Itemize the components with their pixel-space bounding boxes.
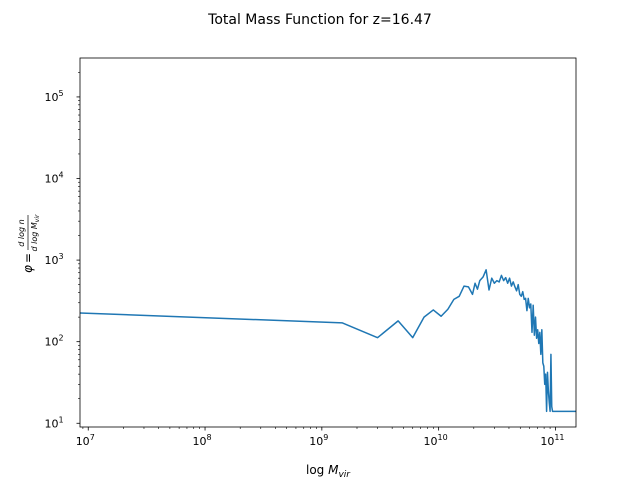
x-tick-label: 1010 [424, 433, 448, 448]
svg-text:φ: φ [21, 265, 35, 273]
series-line-0 [79, 269, 576, 413]
x-axis-label: log Mvir [306, 463, 351, 480]
data-layer [79, 269, 576, 413]
x-tick-label: 1011 [540, 433, 564, 448]
x-tick-label: 107 [76, 433, 95, 448]
svg-text:d log Mvir: d log Mvir [30, 214, 41, 251]
svg-text:=: = [21, 253, 35, 263]
x-tick-label: 109 [309, 433, 328, 448]
plot-frame [79, 57, 577, 428]
svg-text:d log n: d log n [17, 219, 26, 246]
chart-title: Total Mass Function for z=16.47 [207, 12, 432, 28]
y-tick-label: 104 [44, 171, 63, 186]
y-tick-label: 102 [44, 334, 63, 349]
y-axis-label: φ = d log n d log Mvir [17, 214, 41, 273]
y-tick-label: 101 [44, 415, 63, 430]
x-tick-label: 108 [192, 433, 211, 448]
y-tick-label: 103 [44, 252, 63, 267]
y-tick-label: 105 [44, 89, 63, 104]
plot-area [80, 58, 576, 427]
x-axis-ticks: 107 108 109 1010 1011 [76, 427, 565, 448]
y-axis-ticks: 101 102 103 104 105 [44, 89, 80, 430]
